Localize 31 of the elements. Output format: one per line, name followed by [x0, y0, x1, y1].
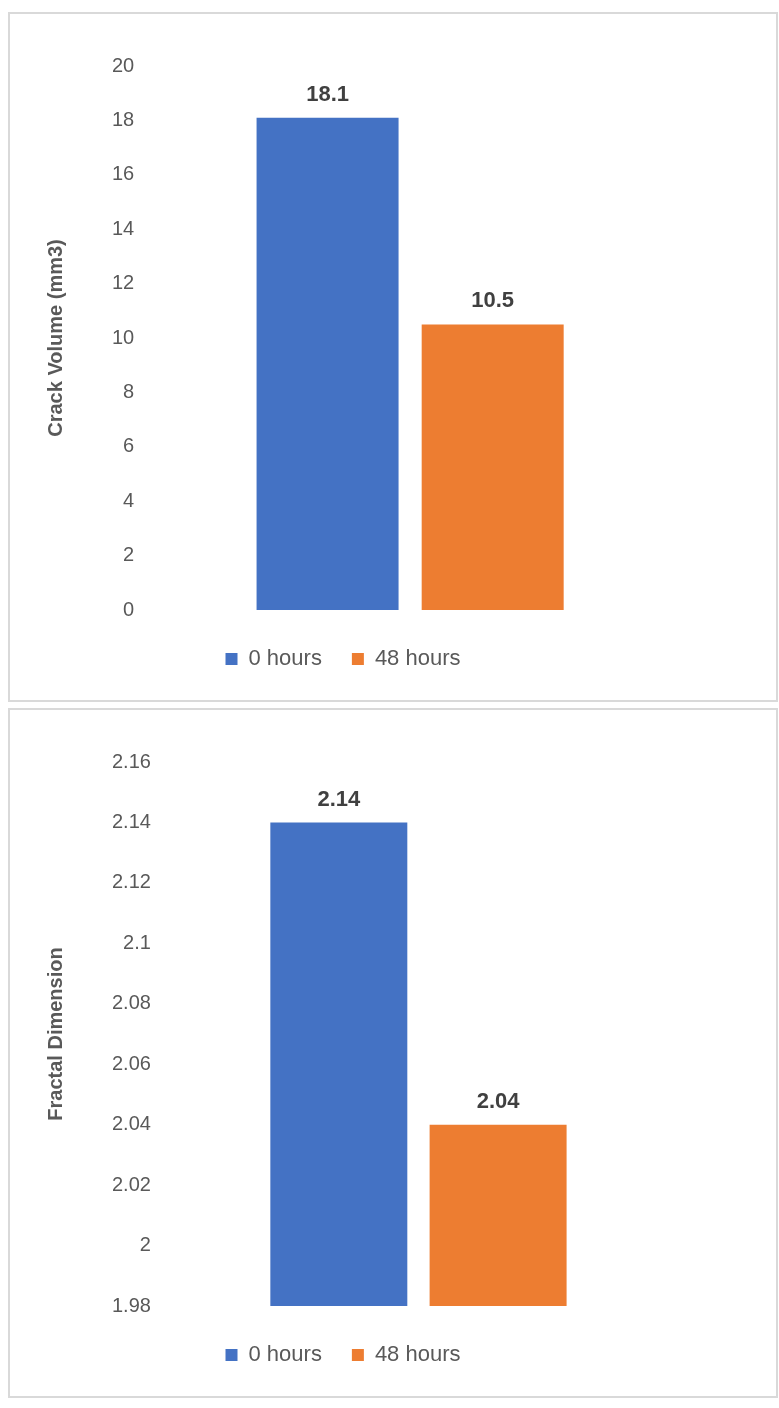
- y-tick-label: 0: [123, 597, 135, 620]
- y-tick-label: 2.16: [111, 749, 151, 772]
- y-tick-label: 16: [112, 162, 135, 185]
- data-label: 2.04: [476, 1087, 521, 1113]
- y-tick-label: 8: [123, 379, 135, 402]
- y-tick-label: 2.02: [111, 1172, 151, 1195]
- legend-label: 0 hours: [248, 1341, 322, 1367]
- y-tick-label: 12: [112, 271, 135, 294]
- y-tick-label: 2: [139, 1233, 151, 1256]
- legend-label: 48 hours: [374, 645, 461, 671]
- y-tick-label: 2.04: [111, 1112, 151, 1135]
- y-tick-label: 2.14: [111, 809, 151, 832]
- y-tick-label: 18: [112, 107, 135, 130]
- legend-label: 48 hours: [374, 1341, 461, 1367]
- y-tick-label: 2.1: [123, 930, 151, 953]
- y-tick-label: 2.12: [111, 870, 151, 893]
- y-tick-label: 6: [123, 434, 135, 457]
- y-tick-label: 4: [123, 488, 135, 511]
- y-tick-label: 2.08: [111, 991, 151, 1014]
- data-label: 10.5: [471, 287, 515, 313]
- legend-label: 0 hours: [248, 645, 322, 671]
- y-tick-label: 1.98: [111, 1293, 151, 1316]
- y-axis-title: Fractal Dimension: [43, 947, 66, 1121]
- y-tick-label: 2: [123, 543, 135, 566]
- y-tick-label: 20: [112, 53, 135, 76]
- y-axis-title: Crack Volume (mm3): [43, 239, 66, 437]
- y-tick-label: 14: [112, 216, 135, 239]
- y-tick-label: 10: [112, 325, 135, 348]
- data-label: 18.1: [306, 80, 349, 106]
- y-tick-label: 2.06: [111, 1051, 151, 1074]
- data-label: 2.14: [317, 785, 361, 811]
